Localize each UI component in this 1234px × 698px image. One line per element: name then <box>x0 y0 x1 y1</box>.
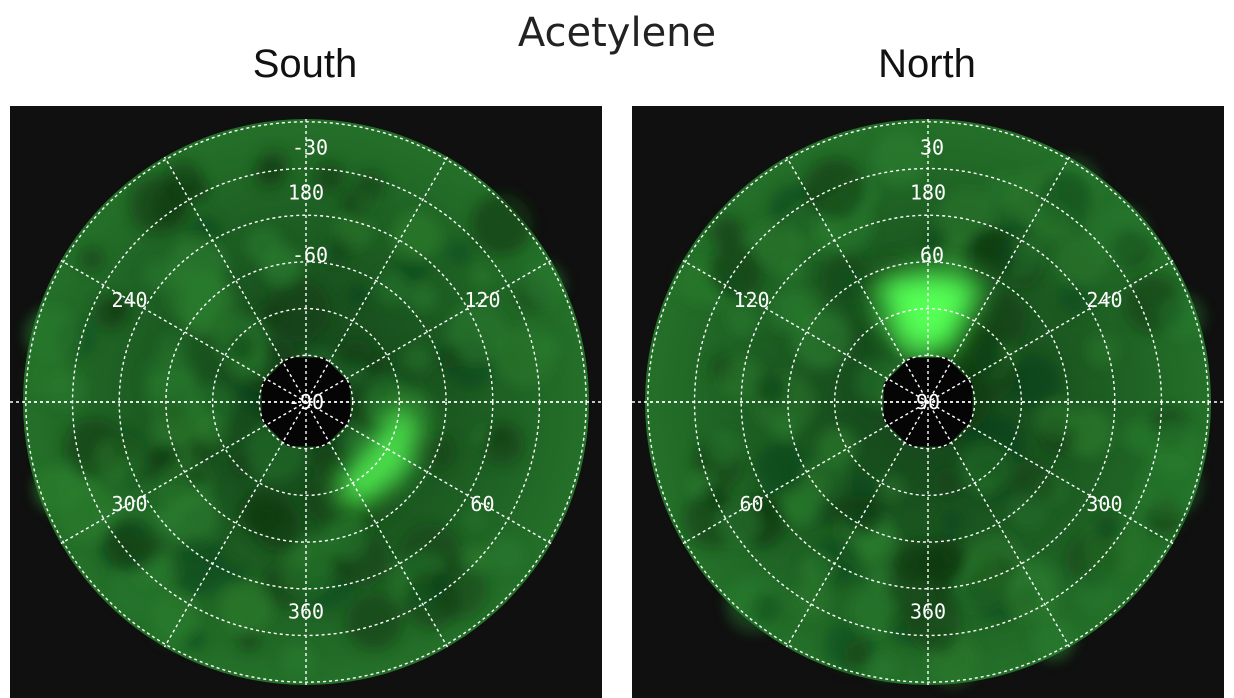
map-texture <box>24 148 566 678</box>
south-polar-plot: -30 -60 -90 180 120 60 360 300 240 <box>10 119 602 685</box>
latitude-label: 60 <box>920 243 944 267</box>
longitude-label: 60 <box>470 492 494 516</box>
longitude-label: 120 <box>733 288 769 312</box>
south-polar-map: -30 -60 -90 180 120 60 360 300 240 <box>10 106 602 698</box>
north-polar-plot: 30 60 90 180 240 300 360 60 120 <box>632 119 1224 686</box>
longitude-label: 240 <box>111 288 147 312</box>
latitude-label: -60 <box>292 243 328 267</box>
longitude-label: 300 <box>111 492 147 516</box>
longitude-label: 240 <box>1086 288 1122 312</box>
longitude-label: 60 <box>739 492 763 516</box>
longitude-label: 360 <box>288 599 324 623</box>
longitude-label: 120 <box>464 288 500 312</box>
latitude-label: -30 <box>292 135 328 159</box>
center-label: 90 <box>916 390 940 414</box>
longitude-label: 180 <box>910 181 946 205</box>
polar-grid <box>632 119 1224 685</box>
center-label: -90 <box>288 390 324 414</box>
latitude-label: 30 <box>920 135 944 159</box>
north-polar-map: 30 60 90 180 240 300 360 60 120 <box>632 106 1224 698</box>
longitude-label: 300 <box>1086 492 1122 516</box>
polar-grid <box>10 119 602 685</box>
longitude-label: 360 <box>910 599 946 623</box>
south-panel-title: South <box>252 42 358 86</box>
grid-labels: 30 60 90 180 240 300 360 60 120 <box>733 135 1122 623</box>
north-panel-title: North <box>878 42 976 86</box>
longitude-label: 180 <box>288 181 324 205</box>
bright-feature <box>333 408 425 514</box>
grid-labels: -30 -60 -90 180 120 60 360 300 240 <box>111 135 500 623</box>
figure-title: Acetylene <box>517 10 717 56</box>
